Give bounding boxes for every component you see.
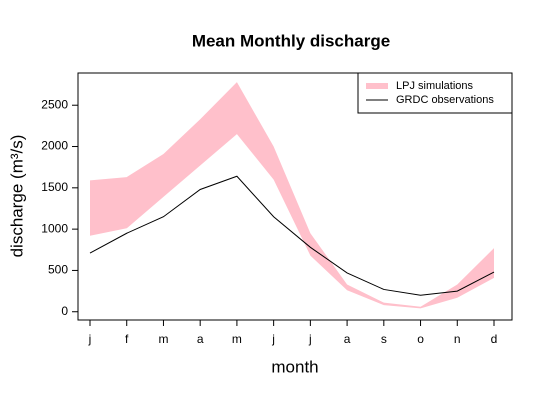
y-tick-label: 1000 [41,221,68,235]
x-tick-label: m [158,332,168,346]
x-tick-label: o [417,332,424,346]
y-tick-label: 500 [48,263,68,277]
x-tick-label: n [454,332,461,346]
legend-box [357,72,513,114]
x-axis-label: month [271,357,318,376]
x-tick-label: a [344,332,351,346]
band [90,82,494,309]
plot-frame [77,72,513,321]
x-tick-label: s [381,332,387,346]
x-tick-label: j [88,332,92,346]
y-tick-label: 2000 [41,139,68,153]
x-tick-label: d [491,332,498,346]
x-tick-label: j [271,332,275,346]
x-tick-label: a [197,332,204,346]
x-tick-label: m [232,332,242,346]
chart-title: Mean Monthly discharge [192,31,390,50]
x-tick-label: f [125,332,129,346]
y-tick-label: 1500 [41,180,68,194]
y-tick-label: 2500 [41,97,68,111]
y-tick-label: 0 [61,304,68,318]
y-axis-label: discharge (m³/s) [7,135,26,258]
legend-label: LPJ simulations [396,80,474,92]
x-tick-label: j [308,332,312,346]
line [89,175,495,296]
legend-label: GRDC observations [396,94,494,106]
